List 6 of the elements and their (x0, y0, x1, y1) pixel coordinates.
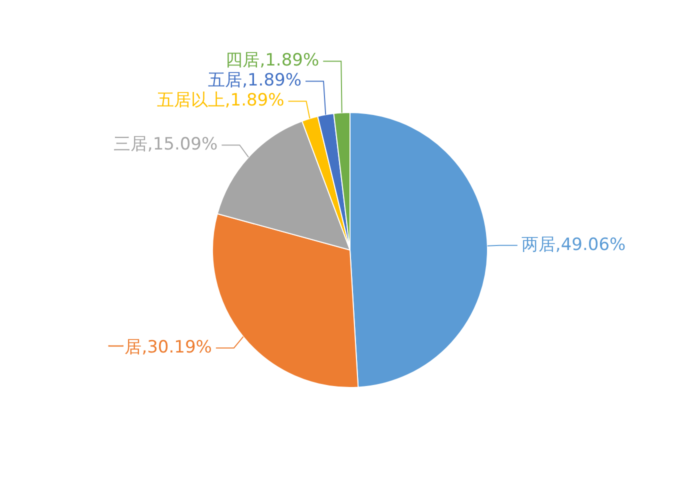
slice-label: 五居以上,1.89% (156, 90, 284, 111)
slice-label: 五居,1.89% (208, 70, 302, 91)
slice-label: 两居,49.06% (521, 234, 626, 255)
slice-label: 四居,1.89% (226, 50, 320, 71)
slice-label: 三居,15.09% (113, 134, 218, 155)
slice-label: 一居,30.19% (108, 337, 212, 358)
